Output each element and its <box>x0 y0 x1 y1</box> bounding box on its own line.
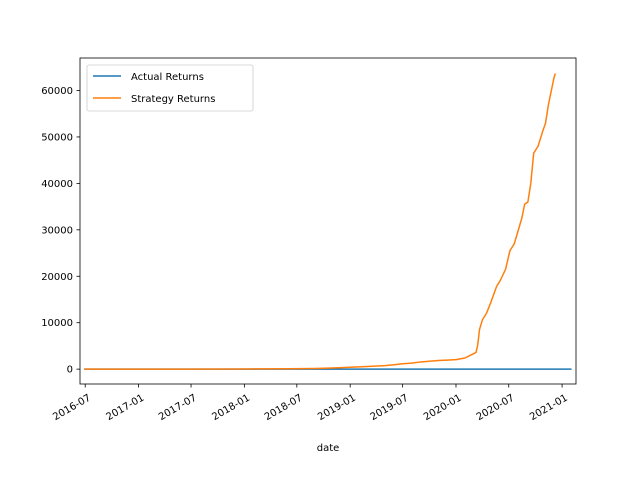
y-tick-label: 30000 <box>41 225 73 236</box>
y-tick-label: 20000 <box>41 272 73 283</box>
x-axis-title: date <box>317 443 340 454</box>
y-tick-label: 0 <box>67 365 73 376</box>
legend: Actual Returns Strategy Returns <box>86 64 254 112</box>
y-tick-label: 10000 <box>41 318 73 329</box>
series-line-strategy-returns <box>84 73 557 370</box>
y-tick-label: 50000 <box>41 132 73 143</box>
y-axis-ticks: 0 10000 20000 30000 40000 50000 60000 <box>41 86 80 376</box>
plot-series <box>84 73 572 370</box>
legend-label: Strategy Returns <box>131 94 215 105</box>
plot-frame <box>79 57 577 385</box>
y-tick-label: 40000 <box>41 179 73 190</box>
legend-label: Actual Returns <box>131 72 204 83</box>
y-tick-label: 60000 <box>41 86 73 97</box>
legend-box <box>86 64 254 112</box>
